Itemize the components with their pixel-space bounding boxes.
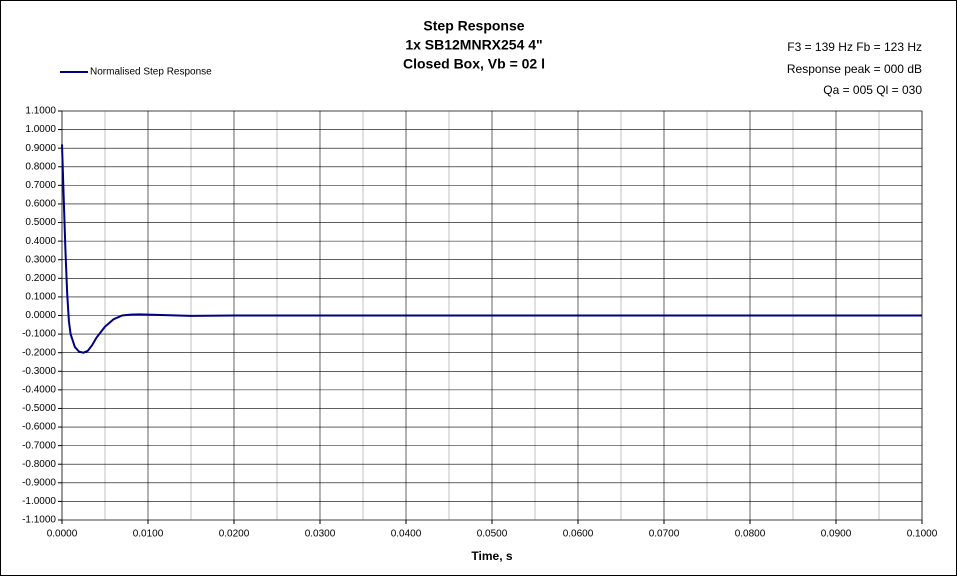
- chart-title: Step Response: [423, 18, 524, 34]
- annotation: Response peak = 000 dB: [787, 62, 922, 76]
- annotation: Qa = 005 Ql = 030: [823, 83, 922, 97]
- x-tick-label: 0.0300: [305, 529, 336, 540]
- y-tick-label: 0.8000: [25, 161, 56, 172]
- x-tick-label: 0.0100: [133, 529, 164, 540]
- y-tick-label: -0.5000: [22, 403, 56, 414]
- x-tick-label: 0.0600: [563, 529, 594, 540]
- x-tick-label: 0.0500: [477, 529, 508, 540]
- annotation: F3 = 139 Hz Fb = 123 Hz: [787, 40, 922, 54]
- y-tick-label: 0.2000: [25, 273, 56, 284]
- y-tick-label: 0.7000: [25, 180, 56, 191]
- y-tick-label: 1.0000: [25, 124, 56, 135]
- x-tick-label: 0.0000: [47, 529, 78, 540]
- y-tick-label: -1.0000: [22, 496, 56, 507]
- y-tick-label: -0.1000: [22, 329, 56, 340]
- x-tick-label: 0.0800: [735, 529, 766, 540]
- y-tick-label: -0.7000: [22, 440, 56, 451]
- data-line: [61, 144, 922, 354]
- y-tick-label: -0.3000: [22, 366, 56, 377]
- x-tick-label: 0.1000: [907, 529, 938, 540]
- y-tick-label: 0.1000: [25, 292, 56, 303]
- y-tick-label: 0.4000: [25, 236, 56, 247]
- x-tick-label: 0.0400: [391, 529, 422, 540]
- legend-label: Normalised Step Response: [90, 67, 212, 78]
- y-tick-label: -0.8000: [22, 459, 56, 470]
- y-tick-label: 0.6000: [25, 199, 56, 210]
- y-tick-label: -0.6000: [22, 422, 56, 433]
- chart-title: 1x SB12MNRX254 4": [405, 37, 542, 53]
- x-tick-label: 0.0900: [821, 529, 852, 540]
- x-tick-label: 0.0700: [649, 529, 680, 540]
- y-tick-label: 0.0000: [25, 310, 56, 321]
- y-tick-label: 0.9000: [25, 143, 56, 154]
- y-tick-label: -0.9000: [22, 477, 56, 488]
- y-tick-label: 0.5000: [25, 217, 56, 228]
- y-tick-label: 1.1000: [25, 106, 56, 117]
- y-tick-label: -0.4000: [22, 385, 56, 396]
- x-tick-label: 0.0200: [219, 529, 250, 540]
- x-axis-label: Time, s: [471, 549, 512, 563]
- y-tick-label: -0.2000: [22, 347, 56, 358]
- chart-title: Closed Box, Vb = 02 l: [403, 56, 545, 72]
- y-tick-label: 0.3000: [25, 254, 56, 265]
- y-tick-label: -1.1000: [22, 515, 56, 526]
